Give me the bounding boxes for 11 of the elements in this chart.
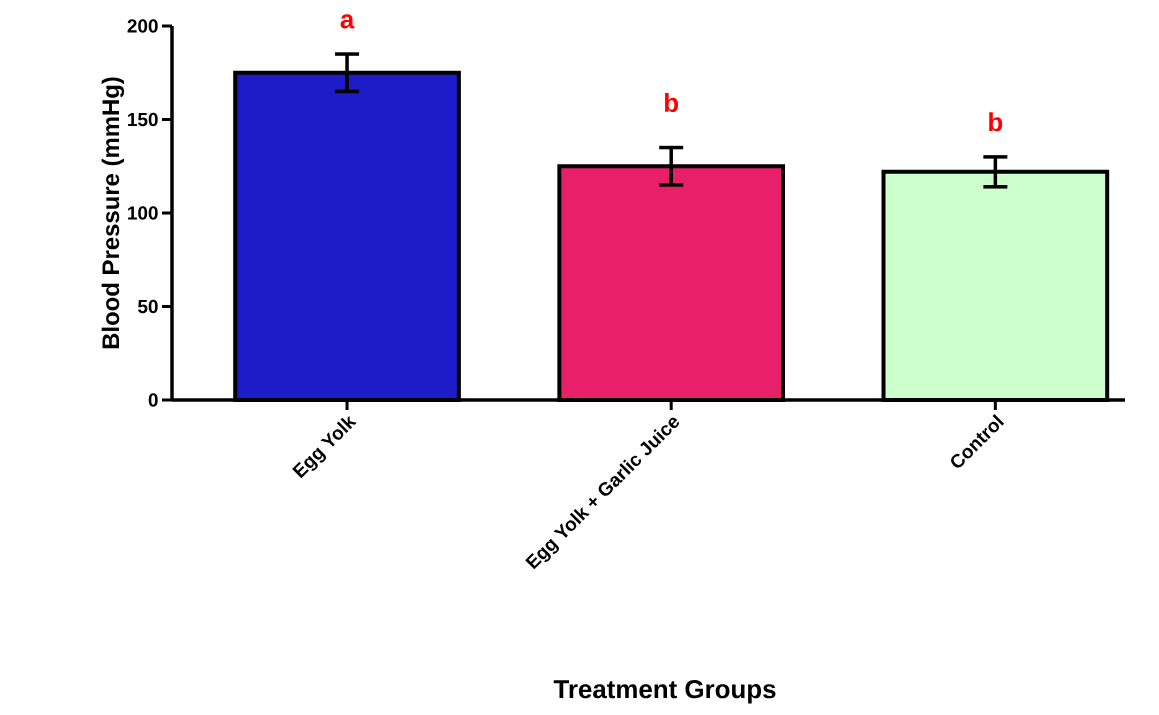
y-axis-title: Blood Pressure (mmHg) (101, 77, 125, 349)
y-tick-label: 50 (138, 299, 158, 314)
annotation: b (989, 112, 1003, 132)
annotation: b (664, 93, 679, 113)
annotation: a (340, 14, 355, 29)
y-tick-label: 0 (148, 393, 158, 407)
y-tick-label: 200 (127, 19, 158, 33)
y-tick-label: 100 (128, 206, 158, 220)
y-tick-label: 150 (128, 112, 158, 127)
x-axis-title: Treatment Groups (553, 680, 776, 704)
x-tick-label: Egg Yolk (292, 415, 357, 479)
